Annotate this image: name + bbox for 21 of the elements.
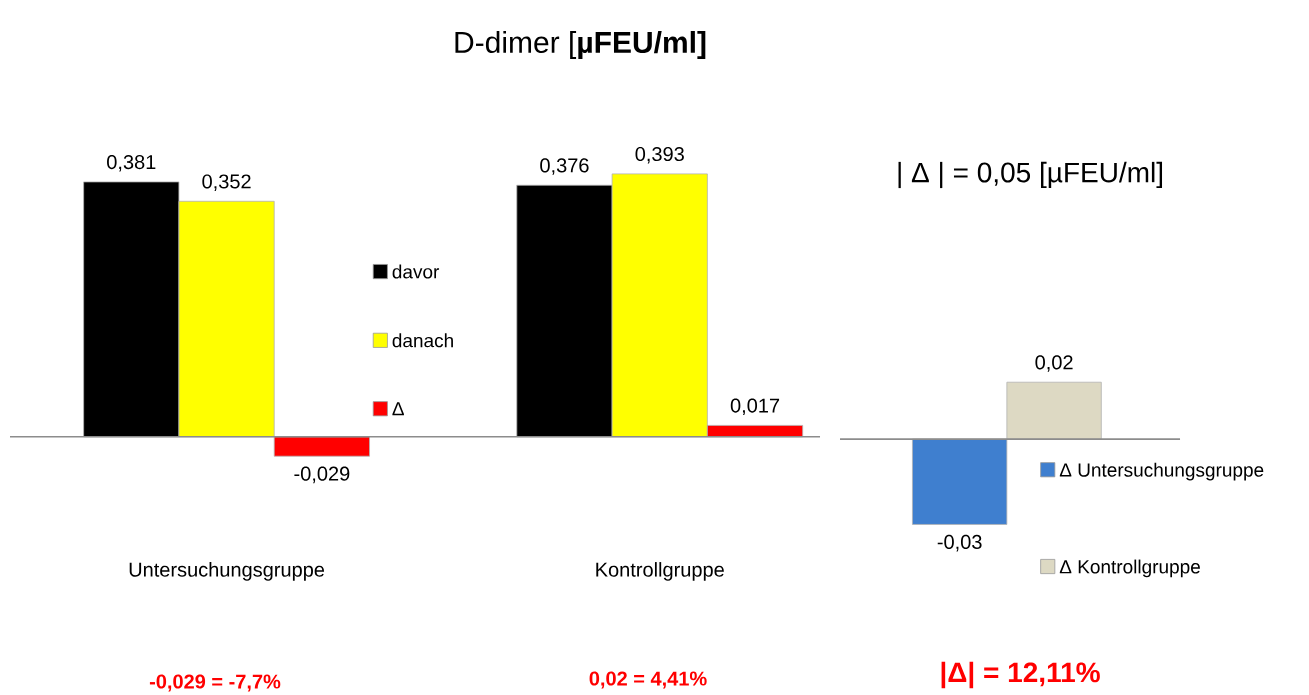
legend-label: Δ Kontrollgruppe bbox=[1059, 559, 1200, 578]
data-label: 0,02 bbox=[1035, 355, 1073, 372]
legend-label: davor bbox=[392, 264, 440, 279]
text: 0,02 = 4,41% bbox=[589, 671, 707, 689]
text: |Δ| = 12,11% bbox=[941, 661, 1100, 689]
data-label: 0,352 bbox=[202, 174, 251, 191]
data-label: 0,017 bbox=[730, 398, 780, 416]
data-label: -0,03 bbox=[937, 534, 982, 552]
data-label: 0,381 bbox=[107, 154, 156, 172]
text: -0,029 = -7,7% bbox=[149, 674, 281, 692]
legend-label: Δ bbox=[392, 402, 404, 416]
data-label: 0,393 bbox=[635, 146, 684, 164]
data-label: -0,029 bbox=[294, 466, 350, 484]
chart-title: | Δ | = 0,05 [µFEU/ml] bbox=[898, 161, 1163, 189]
data-label: 0,376 bbox=[540, 158, 589, 175]
x-tick-label: Untersuchungsgruppe bbox=[129, 562, 325, 581]
x-tick-label: Kontrollgruppe bbox=[596, 562, 724, 581]
bar bbox=[273, 436, 370, 457]
legend-label: danach bbox=[392, 333, 453, 348]
legend-label: Δ Untersuchungsgruppe bbox=[1059, 462, 1264, 481]
chart-title: D-dimer [µFEU/ml] bbox=[455, 31, 706, 59]
